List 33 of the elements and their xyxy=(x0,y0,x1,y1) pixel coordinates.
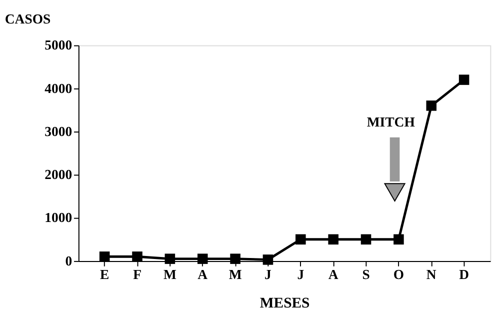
point xyxy=(394,234,404,245)
point xyxy=(197,254,208,264)
point xyxy=(328,234,338,245)
point xyxy=(360,234,372,245)
x-tick-label: A xyxy=(198,267,208,282)
x-axis-title: MESES xyxy=(260,296,310,312)
x-tick-label: E xyxy=(100,267,110,282)
y-tick-label: 4000 xyxy=(44,80,72,96)
x-tick-label: D xyxy=(459,267,470,282)
y-tick-label: 1000 xyxy=(44,210,72,226)
x-tick-label: F xyxy=(133,267,142,282)
point xyxy=(458,74,470,85)
y-tick-label: 2000 xyxy=(44,167,72,182)
annotation: MITCH xyxy=(366,114,416,130)
x-tick-label: N xyxy=(426,267,436,282)
point xyxy=(262,254,274,265)
x-tick-label: O xyxy=(393,267,404,282)
x-tick-label: J xyxy=(297,267,304,282)
y-tick-label: 5000 xyxy=(44,38,72,53)
point xyxy=(426,100,437,111)
x-tick-label: S xyxy=(362,267,370,282)
point xyxy=(296,234,306,245)
x-tick-label: A xyxy=(328,267,338,282)
x-tick-label: J xyxy=(264,267,272,282)
y-axis-title: CASOS xyxy=(4,12,52,27)
y-tick-label: 0 xyxy=(65,253,72,268)
x-tick-label: M xyxy=(163,267,176,282)
point xyxy=(132,252,142,262)
point xyxy=(164,254,176,264)
y-tick-label: 3000 xyxy=(44,124,72,139)
x-tick-label: M xyxy=(228,267,242,282)
point xyxy=(230,254,240,264)
point xyxy=(99,252,110,262)
